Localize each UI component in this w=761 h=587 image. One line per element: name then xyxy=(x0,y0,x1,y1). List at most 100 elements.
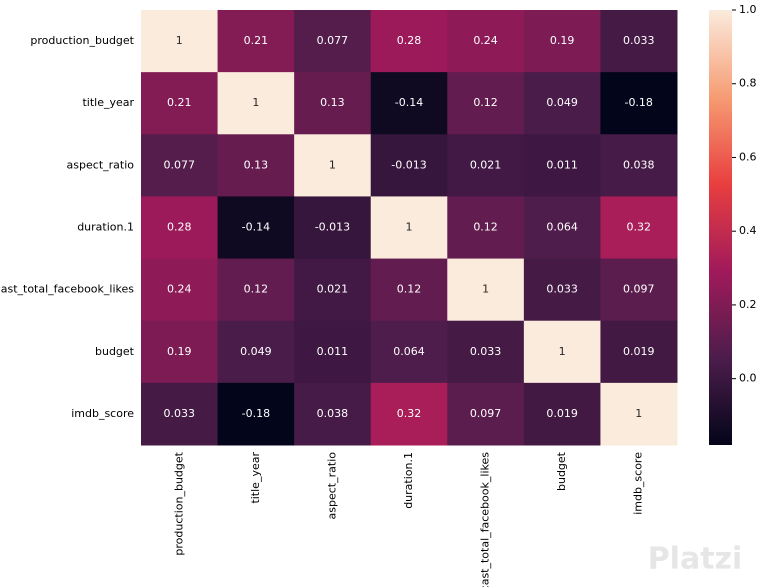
cell-label: 0.13 xyxy=(244,158,269,171)
heatmap-cell xyxy=(370,382,448,446)
x-tick-label: title_year xyxy=(249,452,262,504)
colorbar-tick-label: 0.0 xyxy=(739,372,757,385)
x-tick-label: imdb_score xyxy=(632,452,645,515)
heatmap-cell xyxy=(523,72,601,135)
cell-label: 0.019 xyxy=(546,407,578,420)
cell-label: 0.021 xyxy=(317,283,349,296)
heatmap-cell xyxy=(370,196,448,260)
heatmap-cell xyxy=(370,320,448,384)
watermark: Platzi xyxy=(648,542,743,577)
cell-label: 0.28 xyxy=(397,34,422,47)
heatmap-cell xyxy=(294,72,372,135)
colorbar-tick-label: 1.0 xyxy=(739,3,757,16)
heatmap-cell xyxy=(600,72,678,135)
heatmap-cell xyxy=(370,258,448,322)
cell-label: -0.14 xyxy=(395,96,423,109)
cell-label: -0.013 xyxy=(391,158,426,171)
heatmap-cell xyxy=(294,382,372,446)
cell-label: 0.097 xyxy=(470,407,502,420)
y-tick-label: aspect_ratio xyxy=(67,158,135,171)
cell-label: 1 xyxy=(482,283,489,296)
cell-label: 0.033 xyxy=(623,34,655,47)
cell-label: 0.011 xyxy=(317,345,349,358)
heatmap-cell xyxy=(294,10,372,73)
y-tick-label: budget xyxy=(95,345,135,358)
cell-label: 0.12 xyxy=(397,283,422,296)
cell-label: 0.038 xyxy=(623,158,655,171)
heatmap-cell xyxy=(600,258,678,322)
heatmap-cell xyxy=(447,72,525,135)
heatmap-cell xyxy=(217,10,295,73)
y-tick-label: imdb_score xyxy=(71,407,134,420)
heatmap-cell xyxy=(141,196,219,260)
heatmap-cell xyxy=(294,320,372,384)
y-tick-label: production_budget xyxy=(30,34,134,47)
cell-label: 0.033 xyxy=(470,345,502,358)
heatmap-cell xyxy=(217,134,295,197)
heatmap-cell xyxy=(294,258,372,322)
cell-label: 0.064 xyxy=(393,345,425,358)
x-tick-label: budget xyxy=(555,451,568,491)
heatmap-cell xyxy=(370,72,448,135)
cell-label: 0.097 xyxy=(623,283,655,296)
cell-label: 0.12 xyxy=(473,96,498,109)
cell-label: 1 xyxy=(559,345,566,358)
cell-label: 0.19 xyxy=(550,34,575,47)
heatmap-cell xyxy=(217,72,295,135)
heatmap-cell xyxy=(523,10,601,73)
heatmap-cell xyxy=(217,382,295,446)
colorbar-tick-label: 0.4 xyxy=(739,224,757,237)
heatmap-cell xyxy=(217,320,295,384)
heatmap-cell xyxy=(447,320,525,384)
cell-label: 0.19 xyxy=(167,345,192,358)
cell-label: 0.033 xyxy=(546,283,578,296)
x-tick-label: cast_total_facebook_likes xyxy=(479,452,492,587)
cell-label: 0.28 xyxy=(167,221,192,234)
cell-label: -0.013 xyxy=(315,221,350,234)
heatmap-cell xyxy=(600,320,678,384)
cell-label: 0.077 xyxy=(164,158,196,171)
heatmap-cell xyxy=(370,134,448,197)
colorbar-tick-label: 0.8 xyxy=(739,77,757,90)
cell-label: -0.18 xyxy=(242,407,270,420)
cell-label: 0.077 xyxy=(317,34,349,47)
cell-label: 1 xyxy=(176,34,183,47)
heatmap-cell xyxy=(217,196,295,260)
colorbar xyxy=(709,10,732,445)
cell-label: 0.064 xyxy=(546,221,578,234)
heatmap-cell xyxy=(600,196,678,260)
cell-label: 1 xyxy=(635,407,642,420)
heatmap-cell xyxy=(141,72,219,135)
cell-label: 1 xyxy=(329,158,336,171)
heatmap-cell xyxy=(523,382,601,446)
heatmap-cell xyxy=(523,134,601,197)
heatmap-cell xyxy=(523,258,601,322)
heatmap-cell xyxy=(141,10,219,73)
cell-label: 0.21 xyxy=(167,96,192,109)
heatmap-cell xyxy=(447,134,525,197)
heatmap-cell xyxy=(600,10,678,73)
cell-label: 0.32 xyxy=(397,407,422,420)
cell-label: 0.038 xyxy=(317,407,349,420)
y-tick-label: cast_total_facebook_likes xyxy=(0,283,134,296)
cell-label: 0.019 xyxy=(623,345,655,358)
heatmap-cell xyxy=(141,258,219,322)
cell-label: 0.033 xyxy=(164,407,196,420)
heatmap-cell xyxy=(447,258,525,322)
heatmap-cell xyxy=(217,258,295,322)
cell-label: -0.18 xyxy=(624,96,652,109)
x-tick-label: production_budget xyxy=(172,451,185,555)
cell-label: 0.12 xyxy=(244,283,269,296)
heatmap-cell xyxy=(600,382,678,446)
cell-label: 0.12 xyxy=(473,221,498,234)
heatmap-cell xyxy=(447,10,525,73)
heatmap-cell xyxy=(294,196,372,260)
x-tick-label: duration.1 xyxy=(402,452,415,509)
cell-label: 0.24 xyxy=(167,283,192,296)
heatmap-cell xyxy=(447,382,525,446)
cell-label: 0.21 xyxy=(244,34,269,47)
heatmap-cell xyxy=(523,320,601,384)
heatmap-cell xyxy=(370,10,448,73)
heatmap-cell xyxy=(141,382,219,446)
